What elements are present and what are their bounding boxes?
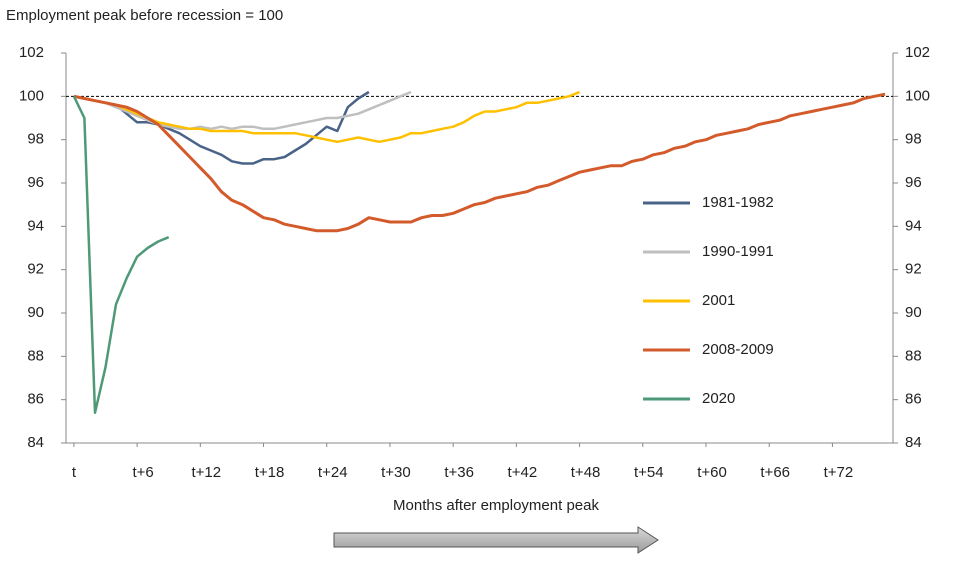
y2-tick-label: 86 <box>905 391 922 408</box>
y2-tick-label: 96 <box>905 174 922 191</box>
y-tick-label: 96 <box>27 174 44 191</box>
y-tick-label: 84 <box>27 434 44 451</box>
series-line <box>72 95 170 414</box>
x-tick-label: t+54 <box>634 464 664 481</box>
y-tick-label: 102 <box>19 44 44 61</box>
x-tick-label: t+60 <box>697 464 727 481</box>
chart-title: Employment peak before recession = 100 <box>6 7 283 24</box>
y-tick-label: 98 <box>27 131 44 148</box>
legend-label: 1981-1982 <box>702 194 774 211</box>
x-tick-label: t+18 <box>255 464 285 481</box>
legend-label: 2001 <box>702 292 735 309</box>
x-tick-label: t+48 <box>571 464 601 481</box>
series-line <box>73 90 412 131</box>
y-tick-label: 94 <box>27 217 44 234</box>
y-tick-label: 92 <box>27 261 44 278</box>
y2-tick-label: 88 <box>905 347 922 364</box>
y2-tick-label: 92 <box>905 261 922 278</box>
x-tick-label: t+24 <box>318 464 348 481</box>
y-tick-label: 86 <box>27 391 44 408</box>
y2-tick-label: 98 <box>905 131 922 148</box>
legend-label: 1990-1991 <box>702 243 774 260</box>
series-line <box>73 90 581 144</box>
x-tick-label: t+42 <box>508 464 538 481</box>
x-tick-label: t+30 <box>381 464 411 481</box>
x-tick-label: t <box>72 464 77 481</box>
series-line <box>73 92 886 233</box>
y-tick-label: 88 <box>27 347 44 364</box>
x-tick-label: t+72 <box>824 464 854 481</box>
x-tick-label: t+12 <box>192 464 222 481</box>
y-tick-label: 90 <box>27 304 44 321</box>
x-tick-label: t+66 <box>760 464 790 481</box>
y2-tick-label: 84 <box>905 434 922 451</box>
y2-tick-label: 100 <box>905 87 930 104</box>
x-axis-label: Months after employment peak <box>393 497 599 514</box>
x-tick-label: t+36 <box>444 464 474 481</box>
x-tick-label: t+6 <box>132 464 153 481</box>
direction-arrow <box>333 526 659 554</box>
y2-tick-label: 90 <box>905 304 922 321</box>
y2-tick-label: 102 <box>905 44 930 61</box>
y-tick-label: 100 <box>19 87 44 104</box>
legend-label: 2020 <box>702 390 735 407</box>
legend-label: 2008-2009 <box>702 341 774 358</box>
y2-tick-label: 94 <box>905 217 922 234</box>
